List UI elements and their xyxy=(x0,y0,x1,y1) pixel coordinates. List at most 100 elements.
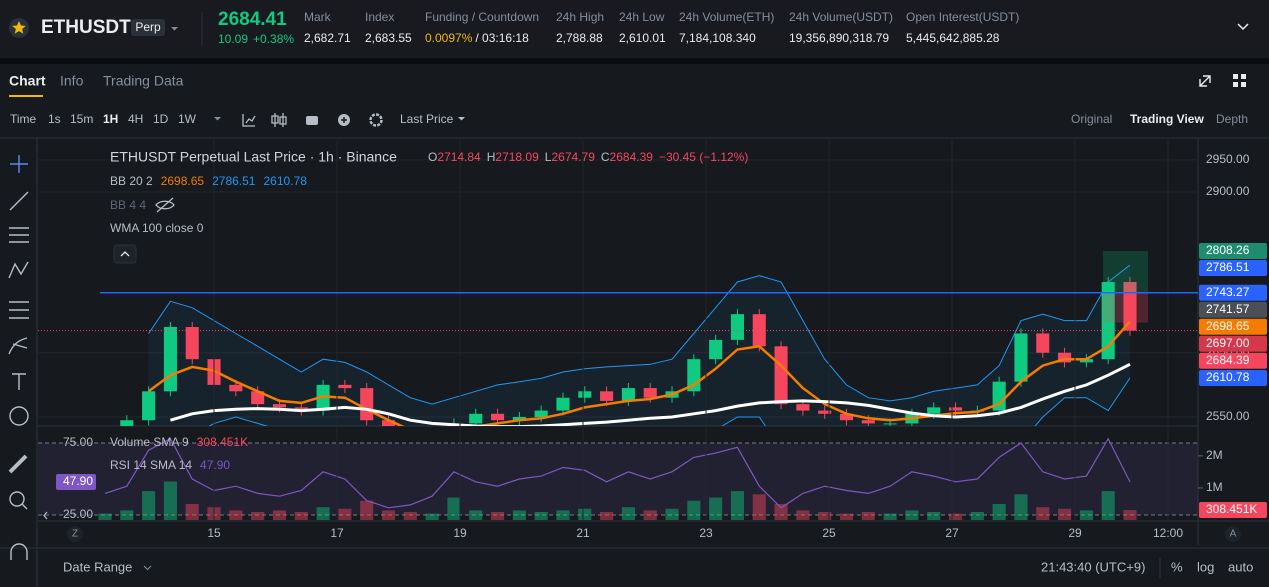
candle xyxy=(774,346,788,405)
axis-button[interactable]: A xyxy=(1230,529,1237,540)
stat-value: 5,445,642,885.28 xyxy=(906,31,1000,45)
symbol-dropdown[interactable] xyxy=(171,27,178,31)
candle xyxy=(120,420,134,426)
volume-bar xyxy=(905,510,919,520)
volume-bar xyxy=(163,481,177,520)
interval[interactable]: 1D xyxy=(153,112,169,126)
snapshot-icon[interactable] xyxy=(306,116,318,125)
view-tab[interactable]: Trading View xyxy=(1130,112,1204,126)
volume-bar xyxy=(1058,508,1072,520)
pattern-tool[interactable] xyxy=(8,261,29,279)
x-tick-label: 25 xyxy=(822,526,836,540)
stat-value: 2,682.71 xyxy=(304,31,351,45)
tab[interactable]: Info xyxy=(60,73,84,89)
candle xyxy=(512,417,526,421)
price-change-pct: +0.38% xyxy=(253,32,294,46)
interval[interactable]: Time xyxy=(10,112,37,126)
volume-bar xyxy=(687,500,701,520)
crosshair-tool[interactable] xyxy=(10,155,28,173)
interval-dropdown[interactable] xyxy=(214,117,221,121)
interval[interactable]: 15m xyxy=(70,112,93,126)
volume-bar xyxy=(251,511,265,520)
volume-bar xyxy=(272,510,287,520)
tab-underline xyxy=(9,95,43,97)
candle xyxy=(1058,352,1072,363)
axis-button-bg xyxy=(1225,526,1241,542)
candle xyxy=(381,420,396,426)
volume-bar xyxy=(970,511,984,520)
volume-bar xyxy=(1101,491,1115,520)
interval[interactable]: 1H xyxy=(103,112,118,126)
interval[interactable]: 1s xyxy=(48,112,61,126)
view-tab[interactable]: Original xyxy=(1071,112,1112,126)
text-tool[interactable] xyxy=(12,373,26,390)
volume-bar xyxy=(98,513,112,520)
y-tick-label: 2950.00 xyxy=(1206,152,1250,166)
bb-name: BB 20 2 xyxy=(110,174,153,188)
axis-button-bg xyxy=(67,526,83,542)
layout-icon[interactable] xyxy=(1233,74,1246,87)
zoom-tool[interactable] xyxy=(9,491,25,507)
wma-line xyxy=(169,362,1131,426)
scale-button[interactable]: % xyxy=(1171,559,1183,574)
date-range[interactable]: Date Range xyxy=(63,559,132,574)
x-tick-label: 23 xyxy=(699,526,713,540)
candle xyxy=(992,381,1006,411)
rsi-tick-label: 25.00 xyxy=(63,507,93,521)
view-tab[interactable]: Depth xyxy=(1216,112,1248,126)
collapse-left[interactable] xyxy=(43,511,48,520)
price-source[interactable]: Last Price xyxy=(400,112,454,126)
volume-bar xyxy=(643,510,657,520)
chart-type-icon[interactable] xyxy=(271,113,287,127)
emoji-tool[interactable] xyxy=(9,406,29,426)
indicator-icon[interactable] xyxy=(242,114,256,127)
scale-button[interactable]: log xyxy=(1197,559,1214,574)
collapse-legend[interactable] xyxy=(113,244,137,264)
volume-bar xyxy=(491,511,505,520)
ohlc-value: 2718.09 xyxy=(495,150,539,164)
volume-name: Volume SMA 9 xyxy=(110,435,189,449)
price-tag-label: 2743.27 xyxy=(1206,285,1250,299)
volume-bar xyxy=(774,503,788,520)
stat-value: 2,788.88 xyxy=(556,31,603,45)
rsi-tag xyxy=(56,473,96,490)
star-icon xyxy=(12,21,26,34)
volume-bar xyxy=(927,511,941,520)
candle xyxy=(251,391,265,405)
candle xyxy=(1101,282,1115,360)
volume-bar xyxy=(556,510,570,520)
brush-tool[interactable] xyxy=(8,337,28,355)
interval[interactable]: 4H xyxy=(128,112,143,126)
tab[interactable]: Trading Data xyxy=(103,73,184,89)
hidden-eye-icon[interactable] xyxy=(155,197,175,213)
stat-label: Mark xyxy=(304,10,332,24)
price-source-dropdown[interactable] xyxy=(458,117,465,121)
trendline-tool[interactable] xyxy=(9,191,29,211)
volume-bar xyxy=(818,511,832,520)
tab[interactable]: Chart xyxy=(9,73,46,89)
candle xyxy=(469,413,483,424)
price-tag xyxy=(1199,369,1267,386)
fib-tool[interactable] xyxy=(9,227,29,243)
magnet-tool[interactable] xyxy=(10,543,28,560)
volume-tag xyxy=(1199,502,1267,518)
fullscreen-icon[interactable] xyxy=(1199,75,1211,87)
ohlc-key: L xyxy=(545,150,552,164)
stat-value: 7,184,108.340 xyxy=(679,31,756,45)
candle xyxy=(556,397,570,411)
axis-button[interactable]: Z xyxy=(72,529,78,540)
projection-tool[interactable] xyxy=(9,301,29,319)
expand-header[interactable] xyxy=(1237,23,1249,31)
volume-bar xyxy=(338,508,352,520)
volume-bar xyxy=(425,513,439,520)
scale-button[interactable]: auto xyxy=(1228,559,1253,574)
price-tag xyxy=(1199,284,1267,301)
rsi-tag-label: 47.90 xyxy=(63,474,93,488)
price-tag xyxy=(1199,301,1267,318)
interval[interactable]: 1W xyxy=(178,112,197,126)
volume-bar xyxy=(578,508,592,520)
stat-value: 2,610.01 xyxy=(619,31,666,45)
measure-tool[interactable] xyxy=(8,454,28,474)
settings-icon[interactable] xyxy=(369,113,383,127)
volume-bar xyxy=(839,513,854,520)
